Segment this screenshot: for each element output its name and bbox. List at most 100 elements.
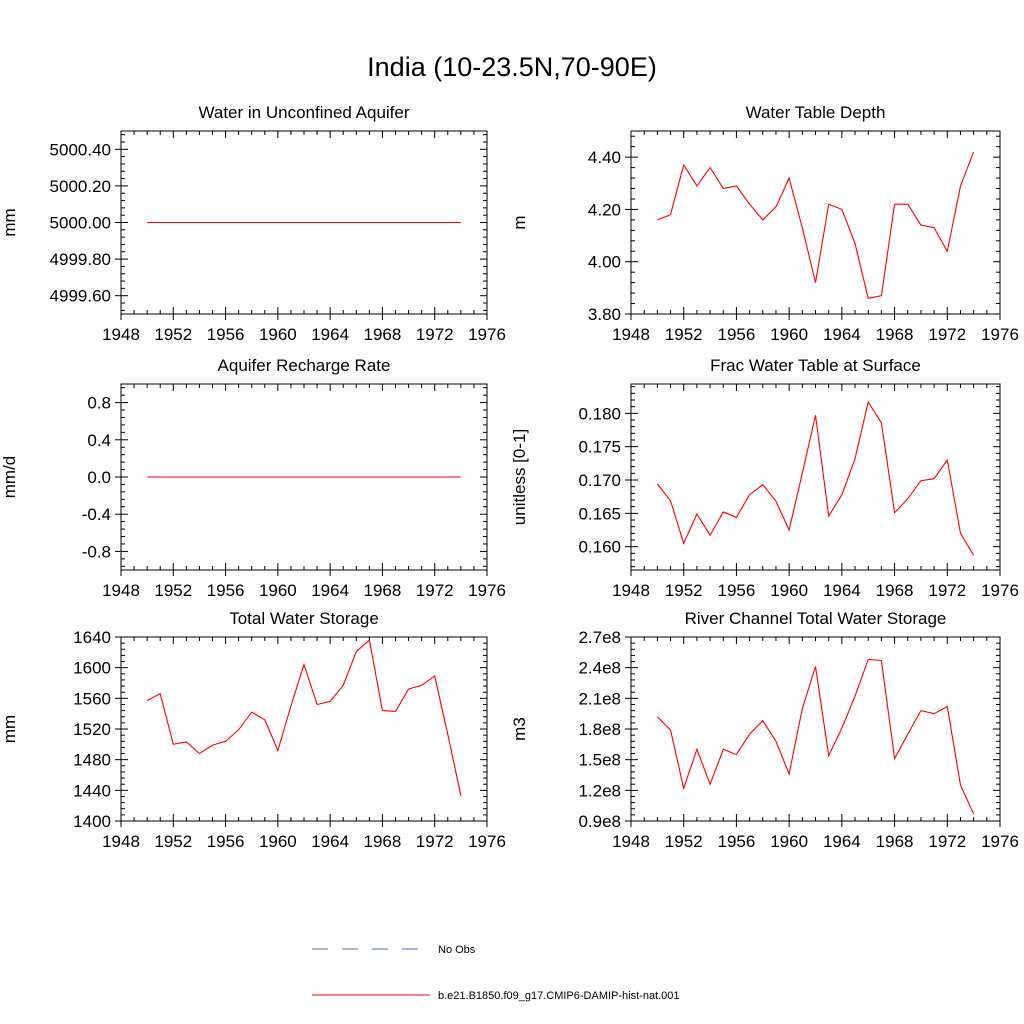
x-tick-label: 1956 [207, 581, 245, 600]
x-tick-label: 1960 [770, 581, 808, 600]
y-tick-label: 4.00 [588, 253, 621, 272]
y-tick-label: 1.5e8 [578, 751, 621, 770]
plot-frame [630, 130, 1001, 315]
chart-title: Aquifer Recharge Rate [218, 356, 391, 375]
x-tick-label: 1952 [154, 581, 192, 600]
plot-frame [630, 636, 1001, 822]
x-tick-label: 1956 [207, 832, 245, 851]
y-tick-label: -0.8 [82, 542, 111, 561]
x-tick-label: 1972 [928, 325, 966, 344]
x-tick-label: 1968 [876, 325, 914, 344]
y-tick-label: 1.2e8 [578, 781, 621, 800]
x-tick-label: 1976 [468, 581, 506, 600]
x-tick-label: 1956 [207, 325, 245, 344]
legend: No Obs b.e21.B1850.f09_g17.CMIP6-DAMIP-hi… [312, 944, 680, 1002]
x-tick-label: 1972 [416, 581, 454, 600]
chart-panel-6: River Channel Total Water Storage m3 1948 1… [510, 609, 1019, 851]
y-tick-label: 0.4 [87, 431, 111, 450]
y-axis-label: m3 [510, 717, 529, 741]
y-axis-label: unitless [0-1] [510, 429, 529, 525]
x-tick-label: 1952 [665, 325, 703, 344]
y-tick-label: 4.20 [588, 200, 621, 219]
y-tick-label: 2.1e8 [578, 689, 621, 708]
y-tick-label: 1400 [73, 812, 111, 831]
x-tick-label: 1960 [259, 581, 297, 600]
x-tick-label: 1976 [981, 581, 1019, 600]
y-tick-label: 5000.20 [50, 177, 111, 196]
x-tick-label: 1956 [718, 581, 756, 600]
x-tick-label: 1948 [612, 325, 650, 344]
y-tick-label: -0.4 [82, 505, 111, 524]
y-tick-label: 2.7e8 [578, 628, 621, 647]
legend-label: b.e21.B1850.f09_g17.CMIP6-DAMIP-hist-nat… [438, 990, 680, 1002]
y-tick-label: 1640 [73, 628, 111, 647]
chart-panel-5: Total Water Storage mm 1948 1952 1956 1960 196… [0, 609, 506, 851]
x-tick-label: 1976 [468, 325, 506, 344]
y-tick-label: 0.165 [578, 504, 621, 523]
x-tick-label: 1968 [364, 325, 402, 344]
x-tick-label: 1956 [718, 832, 756, 851]
x-tick-label: 1948 [612, 832, 650, 851]
x-tick-label: 1968 [876, 581, 914, 600]
x-tick-label: 1972 [416, 325, 454, 344]
y-tick-label: 1600 [73, 659, 111, 678]
y-tick-label: 5000.40 [50, 140, 111, 159]
x-tick-label: 1968 [364, 832, 402, 851]
chart-panel-2: Water Table Depth m 1948 1952 1956 1960 1964 19… [510, 103, 1019, 344]
y-tick-label: 3.80 [588, 305, 621, 324]
x-tick-label: 1968 [364, 581, 402, 600]
x-tick-label: 1968 [876, 832, 914, 851]
figure-title: India (10-23.5N,70-90E) [367, 52, 657, 82]
chart-title: Total Water Storage [229, 609, 379, 628]
series-line [657, 658, 975, 815]
y-tick-label: 1480 [73, 751, 111, 770]
x-tick-label: 1960 [259, 325, 297, 344]
x-tick-label: 1952 [154, 325, 192, 344]
x-tick-label: 1976 [468, 832, 506, 851]
series-line [146, 639, 462, 796]
x-tick-label: 1948 [102, 325, 140, 344]
x-tick-label: 1964 [823, 325, 861, 344]
series-line [657, 151, 975, 299]
x-tick-label: 1948 [102, 832, 140, 851]
y-tick-label: 0.0 [87, 468, 111, 487]
x-tick-label: 1976 [981, 832, 1019, 851]
x-tick-label: 1972 [928, 832, 966, 851]
y-tick-label: 4999.60 [50, 287, 111, 306]
y-tick-label: 4.40 [588, 148, 621, 167]
y-tick-label: 5000.00 [50, 214, 111, 233]
chart-panel-4: Frac Water Table at Surface unitless [0-1… [510, 356, 1019, 600]
series-line [656, 400, 975, 556]
plot-frame [630, 383, 1001, 571]
x-tick-label: 1952 [154, 832, 192, 851]
x-tick-label: 1960 [770, 325, 808, 344]
x-tick-label: 1948 [612, 581, 650, 600]
y-tick-label: 0.180 [578, 404, 621, 423]
y-tick-label: 0.8 [87, 394, 111, 413]
x-tick-label: 1960 [259, 832, 297, 851]
x-tick-label: 1960 [770, 832, 808, 851]
chart-title: Water Table Depth [746, 103, 886, 122]
x-tick-label: 1964 [311, 325, 349, 344]
x-tick-label: 1976 [981, 325, 1019, 344]
y-tick-label: 1440 [73, 781, 111, 800]
x-tick-label: 1964 [311, 832, 349, 851]
x-tick-label: 1972 [416, 832, 454, 851]
chart-title: River Channel Total Water Storage [685, 609, 947, 628]
y-tick-label: 1560 [73, 689, 111, 708]
y-tick-label: 0.160 [578, 538, 621, 557]
chart-panels: Water in Unconfined Aquifer mm 1948 1952 195… [0, 103, 1019, 851]
x-tick-label: 1964 [311, 581, 349, 600]
y-axis-label: mm/d [0, 456, 19, 499]
y-tick-label: 1.8e8 [578, 720, 621, 739]
y-axis-label: m [510, 215, 529, 229]
y-tick-label: 1520 [73, 720, 111, 739]
x-tick-label: 1952 [665, 832, 703, 851]
y-tick-label: 2.4e8 [578, 659, 621, 678]
x-tick-label: 1964 [823, 832, 861, 851]
y-tick-label: 0.9e8 [578, 812, 621, 831]
x-tick-label: 1964 [823, 581, 861, 600]
chart-title: Frac Water Table at Surface [710, 356, 921, 375]
x-tick-label: 1948 [102, 581, 140, 600]
